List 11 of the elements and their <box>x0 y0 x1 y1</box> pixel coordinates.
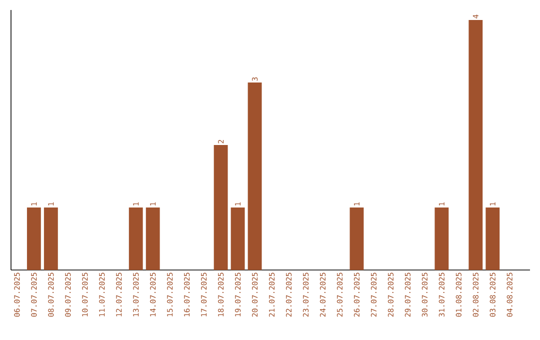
bar <box>486 208 500 270</box>
bar <box>434 208 449 270</box>
bar <box>248 82 262 270</box>
bar <box>128 208 143 270</box>
bar <box>350 208 364 270</box>
bar <box>44 208 58 270</box>
bar <box>468 20 483 270</box>
bar <box>146 208 160 270</box>
bar <box>230 208 245 270</box>
bar <box>214 144 228 270</box>
bar <box>26 208 41 270</box>
